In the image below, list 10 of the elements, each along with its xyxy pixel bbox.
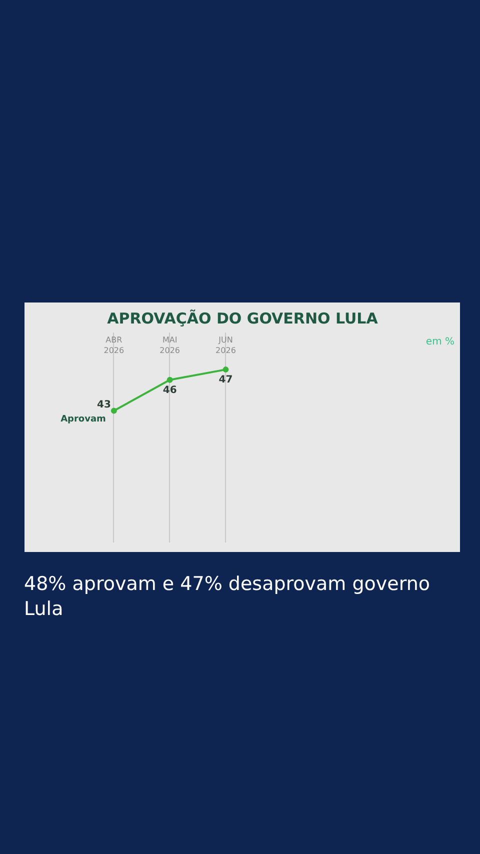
- text: 48% aprovam e 47% desaprovam governo Lula: [24, 572, 431, 622]
- x-tick-label: JUN 2026: [216, 335, 236, 356]
- x-tick-label: ABR 2026: [104, 335, 124, 356]
- data-label: 43: [97, 400, 111, 411]
- data-label: 46: [162, 384, 177, 396]
- series-label: Aprovam: [60, 414, 106, 425]
- chart-title: APROVAÇÃO DO GOVERNO LULA: [107, 310, 378, 328]
- text: em %: [426, 336, 455, 348]
- x-tick-label: MAI 2026: [160, 335, 180, 356]
- data-label: 47: [218, 374, 233, 386]
